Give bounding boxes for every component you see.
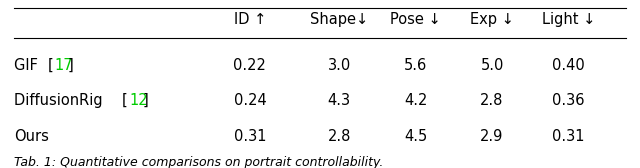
- Text: 2.9: 2.9: [481, 129, 504, 144]
- Text: ID ↑: ID ↑: [234, 12, 266, 27]
- Text: 0.31: 0.31: [234, 129, 266, 144]
- Text: Pose ↓: Pose ↓: [390, 12, 441, 27]
- Text: Exp ↓: Exp ↓: [470, 12, 514, 27]
- Text: GIF: GIF: [14, 58, 43, 73]
- Text: 4.5: 4.5: [404, 129, 428, 144]
- Text: ]: ]: [142, 93, 148, 108]
- Text: 17: 17: [55, 58, 74, 73]
- Text: Ours: Ours: [14, 129, 49, 144]
- Text: 0.31: 0.31: [552, 129, 585, 144]
- Text: 2.8: 2.8: [481, 93, 504, 108]
- Text: 2.8: 2.8: [328, 129, 351, 144]
- Text: [: [: [47, 58, 53, 73]
- Text: 0.40: 0.40: [552, 58, 585, 73]
- Text: 0.36: 0.36: [552, 93, 585, 108]
- Text: 5.0: 5.0: [481, 58, 504, 73]
- Text: Tab. 1: Quantitative comparisons on portrait controllability.: Tab. 1: Quantitative comparisons on port…: [14, 156, 383, 168]
- Text: 4.2: 4.2: [404, 93, 428, 108]
- Text: 5.6: 5.6: [404, 58, 428, 73]
- Text: DiffusionRig: DiffusionRig: [14, 93, 108, 108]
- Text: Light ↓: Light ↓: [542, 12, 595, 27]
- Text: [: [: [122, 93, 127, 108]
- Text: Shape↓: Shape↓: [310, 12, 368, 27]
- Text: 12: 12: [129, 93, 148, 108]
- Text: 0.24: 0.24: [234, 93, 266, 108]
- Text: ]: ]: [68, 58, 74, 73]
- Text: 0.22: 0.22: [234, 58, 266, 73]
- Text: 4.3: 4.3: [328, 93, 351, 108]
- Text: 3.0: 3.0: [328, 58, 351, 73]
